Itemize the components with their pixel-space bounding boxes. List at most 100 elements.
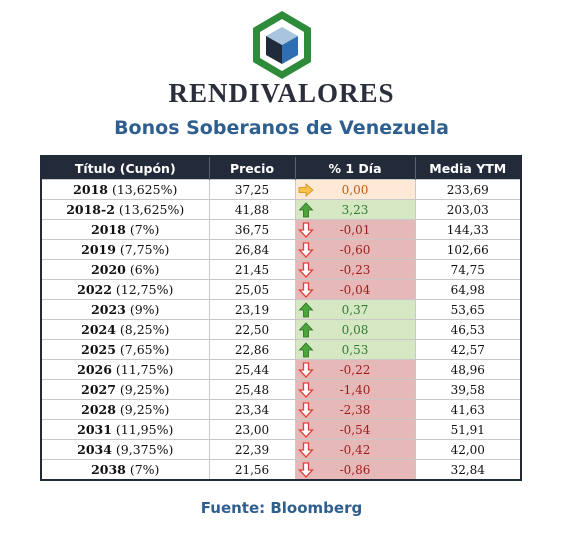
bond-coupon: (9%) xyxy=(129,302,160,317)
page-subtitle: Bonos Soberanos de Venezuela xyxy=(114,117,449,139)
change-cell: -0,86 xyxy=(294,459,416,481)
bond-year: 2026 xyxy=(77,362,112,377)
bond-title-cell: 2018 (13,625%) xyxy=(40,179,210,200)
bond-title-cell: 2018-2 (13,625%) xyxy=(40,199,210,220)
price-cell: 22,86 xyxy=(208,339,296,360)
table-row: 2022 (12,75%) 25,05 -0,04 64,98 xyxy=(40,279,522,300)
bond-coupon: (7%) xyxy=(129,462,160,477)
bond-title-cell: 2031 (11,95%) xyxy=(40,419,210,440)
bond-year: 2022 xyxy=(77,282,112,297)
bond-coupon: (6%) xyxy=(129,262,160,277)
ytm-cell: 41,63 xyxy=(414,399,522,420)
change-value: 0,00 xyxy=(341,182,369,197)
change-value: -2,38 xyxy=(339,402,371,417)
table-row: 2026 (11,75%) 25,44 -0,22 48,96 xyxy=(40,359,522,380)
ytm-cell: 46,53 xyxy=(414,319,522,340)
bond-year: 2034 xyxy=(77,442,112,457)
bond-coupon: (9,25%) xyxy=(119,402,170,417)
bond-coupon: (11,75%) xyxy=(115,362,174,377)
bond-year: 2027 xyxy=(81,382,116,397)
table-row: 2034 (9,375%) 22,39 -0,42 42,00 xyxy=(40,439,522,460)
table-row: 2018 (7%) 36,75 -0,01 144,33 xyxy=(40,219,522,240)
bond-coupon: (9,25%) xyxy=(119,382,170,397)
bond-title-cell: 2028 (9,25%) xyxy=(40,399,210,420)
price-cell: 21,45 xyxy=(208,259,296,280)
table-row: 2027 (9,25%) 25,48 -1,40 39,58 xyxy=(40,379,522,400)
ytm-cell: 144,33 xyxy=(414,219,522,240)
bond-coupon: (7,65%) xyxy=(119,342,170,357)
change-value: 0,08 xyxy=(341,322,369,337)
bond-title-cell: 2024 (8,25%) xyxy=(40,319,210,340)
table-row: 2018-2 (13,625%) 41,88 3,23 203,03 xyxy=(40,199,522,220)
bond-coupon: (11,95%) xyxy=(115,422,174,437)
table-row: 2019 (7,75%) 26,84 -0,60 102,66 xyxy=(40,239,522,260)
change-value: -0,23 xyxy=(339,262,371,277)
bond-year: 2028 xyxy=(81,402,116,417)
bond-year: 2019 xyxy=(81,242,116,257)
table-row: 2038 (7%) 21,56 -0,86 32,84 xyxy=(40,459,522,481)
change-cell: 0,53 xyxy=(294,339,416,360)
price-cell: 25,05 xyxy=(208,279,296,300)
price-cell: 25,44 xyxy=(208,359,296,380)
bond-coupon: (8,25%) xyxy=(119,322,170,337)
table-row: 2018 (13,625%) 37,25 0,00 233,69 xyxy=(40,179,522,200)
price-cell: 41,88 xyxy=(208,199,296,220)
bond-year: 2038 xyxy=(91,462,126,477)
change-cell: 0,08 xyxy=(294,319,416,340)
change-value: -0,86 xyxy=(339,462,371,477)
change-value: 0,37 xyxy=(341,302,369,317)
bond-title-cell: 2022 (12,75%) xyxy=(40,279,210,300)
col-header-price: Precio xyxy=(208,156,295,180)
col-header-ytm: Media YTM xyxy=(414,156,521,180)
price-cell: 23,00 xyxy=(208,419,296,440)
table-row: 2023 (9%) 23,19 0,37 53,65 xyxy=(40,299,522,320)
bond-title-cell: 2018 (7%) xyxy=(40,219,210,240)
price-cell: 23,34 xyxy=(208,399,296,420)
change-cell: -0,01 xyxy=(294,219,416,240)
change-value: -0,01 xyxy=(339,222,371,237)
bond-coupon: (7%) xyxy=(129,222,160,237)
bond-year: 2018 xyxy=(73,182,108,197)
bond-coupon: (7,75%) xyxy=(119,242,170,257)
table-row: 2028 (9,25%) 23,34 -2,38 41,63 xyxy=(40,399,522,420)
col-header-title: Título (Cupón) xyxy=(41,156,209,180)
ytm-cell: 42,00 xyxy=(414,439,522,460)
bond-year: 2018 xyxy=(91,222,126,237)
price-cell: 26,84 xyxy=(208,239,296,260)
change-cell: -0,22 xyxy=(294,359,416,380)
price-cell: 21,56 xyxy=(208,459,296,481)
price-cell: 36,75 xyxy=(208,219,296,240)
bond-year: 2025 xyxy=(81,342,116,357)
change-cell: 3,23 xyxy=(294,199,416,220)
table-row: 2025 (7,65%) 22,86 0,53 42,57 xyxy=(40,339,522,360)
change-value: -0,22 xyxy=(339,362,371,377)
ytm-cell: 102,66 xyxy=(414,239,522,260)
bond-title-cell: 2020 (6%) xyxy=(40,259,210,280)
ytm-cell: 32,84 xyxy=(414,459,522,481)
price-cell: 22,50 xyxy=(208,319,296,340)
bond-year: 2020 xyxy=(91,262,126,277)
bonds-table: Título (Cupón) Precio % 1 Día Media YTM … xyxy=(40,155,522,481)
ytm-cell: 51,91 xyxy=(414,419,522,440)
change-value: -1,40 xyxy=(339,382,371,397)
bond-title-cell: 2034 (9,375%) xyxy=(40,439,210,460)
bond-year: 2023 xyxy=(91,302,126,317)
table-row: 2031 (11,95%) 23,00 -0,54 51,91 xyxy=(40,419,522,440)
bond-year: 2031 xyxy=(77,422,112,437)
ytm-cell: 39,58 xyxy=(414,379,522,400)
ytm-cell: 64,98 xyxy=(414,279,522,300)
bond-title-cell: 2038 (7%) xyxy=(40,459,210,481)
change-cell: -0,54 xyxy=(294,419,416,440)
table-header-row: Título (Cupón) Precio % 1 Día Media YTM xyxy=(41,156,521,180)
bond-title-cell: 2027 (9,25%) xyxy=(40,379,210,400)
change-value: 3,23 xyxy=(341,202,369,217)
price-cell: 37,25 xyxy=(208,179,296,200)
bond-title-cell: 2023 (9%) xyxy=(40,299,210,320)
table-row: 2020 (6%) 21,45 -0,23 74,75 xyxy=(40,259,522,280)
bond-coupon: (13,625%) xyxy=(118,202,185,217)
bond-year: 2024 xyxy=(81,322,116,337)
ytm-cell: 53,65 xyxy=(414,299,522,320)
price-cell: 22,39 xyxy=(208,439,296,460)
ytm-cell: 74,75 xyxy=(414,259,522,280)
brand-name: RENDIVALORES xyxy=(168,78,395,108)
